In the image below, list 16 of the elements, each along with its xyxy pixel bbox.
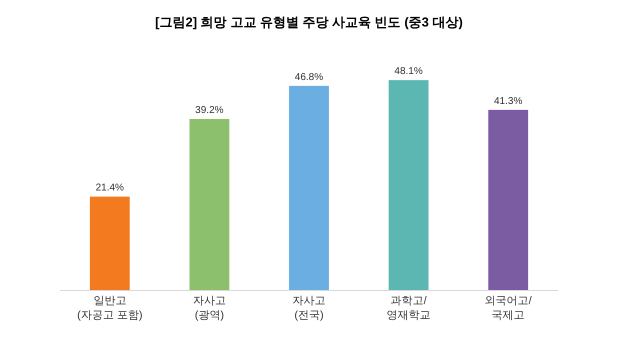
bar xyxy=(289,86,329,290)
data-label: 46.8% xyxy=(294,72,324,83)
bar xyxy=(90,196,130,290)
bar xyxy=(189,119,230,290)
x-tick-label: 과학고/ 영재학교 xyxy=(386,295,431,322)
x-tick-label: 자사고 (광역) xyxy=(192,295,226,322)
data-label: 48.1% xyxy=(394,66,423,78)
data-label: 39.2% xyxy=(195,105,224,116)
x-tick-label: 자사고 (전국) xyxy=(292,295,326,322)
bar xyxy=(388,80,429,290)
x-tick-label: 외국어고/ 국제고 xyxy=(484,295,533,322)
data-label: 41.3% xyxy=(494,96,522,107)
data-label: 21.4% xyxy=(96,182,124,194)
x-tick-label: 일반고 (자공고 포함) xyxy=(77,295,142,322)
bar xyxy=(488,110,528,290)
chart-title: [그림2] 희망 고교 유형별 주당 사교육 빈도 (중3 대상) xyxy=(155,14,463,30)
